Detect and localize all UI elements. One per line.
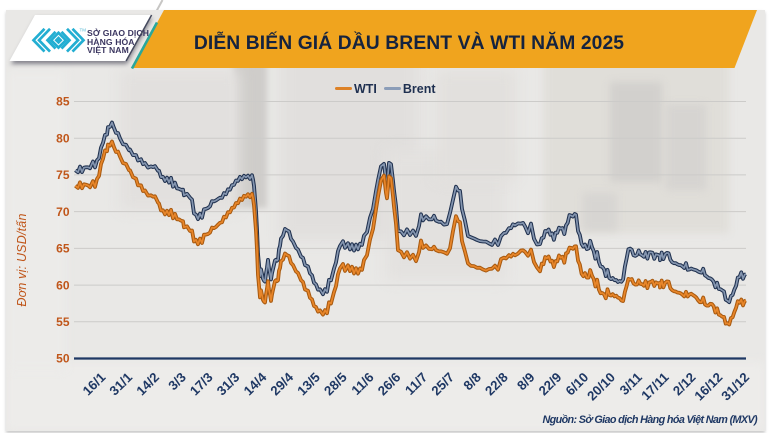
svg-text:3/3: 3/3 — [165, 370, 189, 394]
svg-text:55: 55 — [56, 315, 70, 329]
svg-text:20/10: 20/10 — [584, 370, 618, 404]
svg-text:14/2: 14/2 — [133, 370, 162, 399]
svg-text:31/12: 31/12 — [718, 370, 752, 404]
svg-text:8/9: 8/9 — [514, 370, 538, 394]
svg-text:11/6: 11/6 — [348, 370, 376, 398]
svg-text:22/9: 22/9 — [536, 370, 565, 399]
svg-text:65: 65 — [56, 242, 70, 256]
svg-text:22/8: 22/8 — [482, 370, 511, 399]
svg-text:31/3: 31/3 — [214, 370, 243, 399]
svg-text:16/12: 16/12 — [691, 370, 725, 404]
svg-text:16/1: 16/1 — [80, 370, 109, 399]
svg-text:17/3: 17/3 — [187, 370, 216, 399]
svg-text:80: 80 — [56, 131, 70, 145]
svg-text:75: 75 — [56, 168, 70, 182]
svg-text:50: 50 — [56, 352, 70, 366]
svg-text:28/5: 28/5 — [321, 370, 350, 399]
svg-text:31/1: 31/1 — [106, 370, 135, 399]
svg-text:60: 60 — [56, 278, 70, 292]
svg-text:17/11: 17/11 — [638, 370, 671, 403]
svg-text:11/7: 11/7 — [402, 370, 430, 398]
svg-text:29/4: 29/4 — [267, 369, 296, 398]
svg-text:14/4: 14/4 — [241, 369, 270, 398]
svg-text:TM: TM — [80, 28, 87, 33]
svg-text:26/6: 26/6 — [375, 370, 404, 399]
svg-text:13/5: 13/5 — [294, 370, 323, 399]
svg-text:85: 85 — [56, 95, 70, 109]
svg-text:25/7: 25/7 — [428, 370, 457, 399]
svg-text:8/8: 8/8 — [460, 370, 484, 394]
svg-text:70: 70 — [56, 205, 70, 219]
